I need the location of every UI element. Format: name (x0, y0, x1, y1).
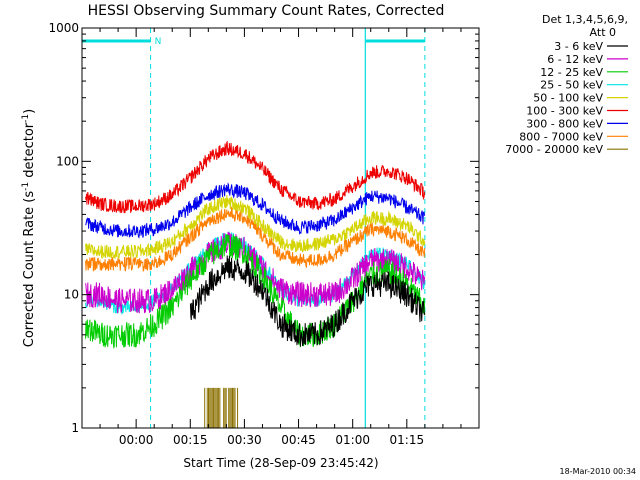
legend-label: 800 - 7000 keV (519, 130, 603, 143)
y-tick-label: 1000 (48, 21, 79, 35)
x-tick-label: 00:15 (173, 433, 208, 447)
series-line-6-12-kev (85, 231, 426, 314)
legend-label: 6 - 12 keV (547, 53, 603, 66)
y-tick-label: 10 (64, 288, 79, 302)
series-line-800-7000-kev (85, 206, 426, 272)
plot-frame (81, 27, 480, 429)
chart-title: HESSI Observing Summary Count Rates, Cor… (88, 3, 445, 19)
legend-label: 300 - 800 keV (526, 117, 603, 130)
y-axis-label-mid: detector (22, 122, 37, 182)
series-line-3-6-kev (189, 255, 426, 347)
legend-header-detectors: Det 1,3,4,5,6,9, (542, 13, 628, 26)
y-axis-label: Corrected Count Rate (s-1 detector-1) (21, 109, 37, 347)
y-axis: 1 10 100 1000 (48, 21, 479, 435)
legend-label: 7000 - 20000 keV (505, 143, 603, 156)
x-tick-label: 00:00 (119, 433, 154, 447)
x-axis-label: Start Time (28-Sep-09 23:45:42) (183, 456, 378, 470)
legend-label: 12 - 25 keV (540, 66, 603, 79)
x-tick-label: 01:15 (390, 433, 425, 447)
flag-markers: N (155, 37, 162, 47)
x-tick-label: 01:00 (335, 433, 370, 447)
legend-header-attenuator: Att 0 (590, 26, 616, 39)
series-lines (85, 140, 426, 428)
series-line-300-800-kev (85, 182, 426, 239)
x-tick-label: 00:30 (227, 433, 262, 447)
x-axis: 00:00 00:15 00:30 00:45 01:00 01:15 (81, 28, 480, 447)
series-7000-20000kev (204, 387, 239, 428)
series-line-100-300-kev (85, 140, 426, 214)
y-axis-label-main: Corrected Count Rate (s (22, 191, 37, 348)
y-axis-label-end: ) (22, 109, 37, 114)
y-tick-label: 1 (71, 421, 79, 435)
legend-label: 25 - 50 keV (540, 79, 603, 92)
x-tick-label: 00:45 (281, 433, 316, 447)
y-axis-label-sup2: -1 (21, 114, 31, 123)
date-stamp: 18-Mar-2010 00:34 (560, 467, 637, 476)
legend-label: 3 - 6 keV (554, 40, 603, 53)
series-line-50-100-kev (85, 195, 426, 259)
y-tick-label: 100 (56, 154, 79, 168)
flag-label: N (155, 37, 162, 47)
y-axis-label-sup1: -1 (21, 182, 31, 191)
legend-label: 50 - 100 keV (533, 92, 603, 105)
legend-label: 100 - 300 keV (526, 105, 603, 118)
